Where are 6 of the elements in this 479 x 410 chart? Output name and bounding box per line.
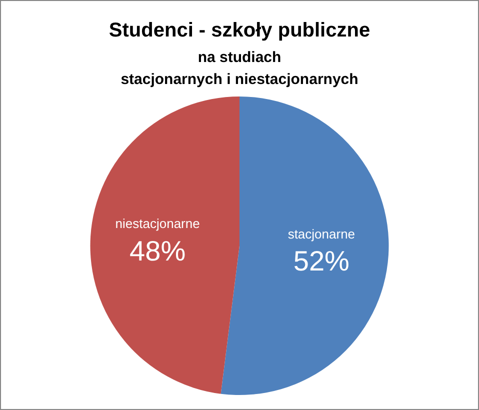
- slice-label: stacjonarne: [288, 226, 356, 242]
- chart-title: Studenci - szkoły publiczne: [108, 20, 370, 42]
- slice-label: niestacjonarne: [115, 216, 200, 232]
- chart-subtitle: na studiach stacjonarnych i niestacjonarnych: [120, 49, 358, 88]
- data-label: 48%: [130, 235, 186, 266]
- data-label: 52%: [293, 246, 350, 277]
